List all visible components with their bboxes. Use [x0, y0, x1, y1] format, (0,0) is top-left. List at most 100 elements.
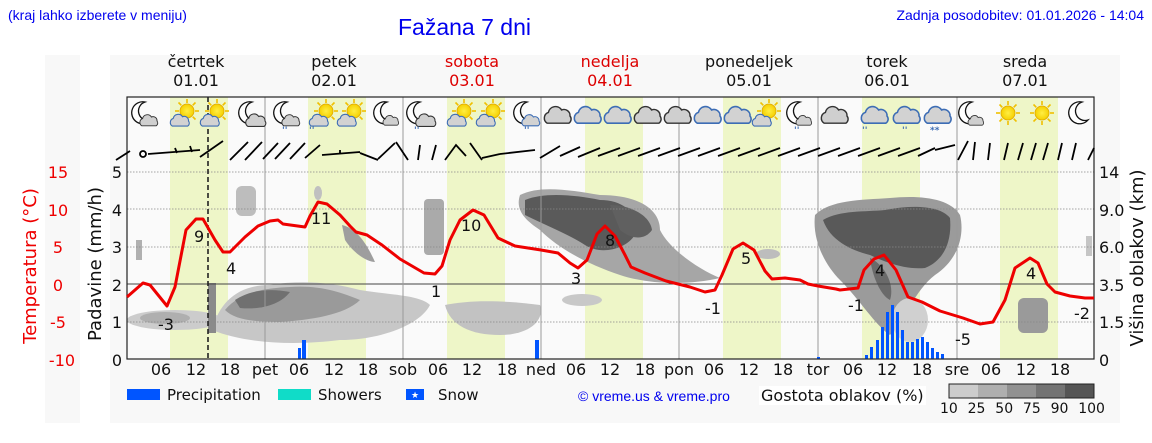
showers-swatch: [278, 389, 311, 400]
svg-text:3: 3: [571, 269, 581, 288]
svg-text:12: 12: [1016, 360, 1036, 379]
svg-text:3.5: 3.5: [1099, 276, 1124, 295]
svg-text:06: 06: [289, 360, 309, 379]
legend-showers: Showers: [318, 386, 382, 404]
precipitation-bars: [298, 305, 944, 359]
snow-swatch: [406, 389, 424, 400]
svg-text:11: 11: [311, 209, 331, 228]
svg-text:-5: -5: [955, 330, 971, 349]
temp-axis-panel: [45, 55, 80, 423]
day-header: četrtek 01.01: [167, 52, 225, 90]
svg-text:-10: -10: [49, 351, 75, 370]
svg-text:sob: sob: [389, 360, 417, 379]
svg-text:-1: -1: [705, 299, 721, 318]
svg-text:'': '': [309, 126, 315, 136]
cloud-density-labels: 10 25 50 75 90 100: [940, 401, 1105, 417]
svg-text:06: 06: [843, 360, 863, 379]
svg-text:12: 12: [186, 360, 206, 379]
svg-text:18: 18: [220, 360, 240, 379]
svg-text:18: 18: [635, 360, 655, 379]
precip-axis-title: Padavine (mm/h): [85, 187, 106, 341]
svg-text:6.0: 6.0: [1099, 238, 1124, 257]
svg-text:-2: -2: [1074, 304, 1090, 323]
svg-text:4: 4: [112, 201, 122, 220]
svg-text:12: 12: [739, 360, 759, 379]
cloud-density-title: Gostota oblakov (%): [759, 386, 926, 405]
svg-text:8: 8: [605, 231, 615, 250]
svg-text:12: 12: [462, 360, 482, 379]
precip-axis-ticks: 5 4 3 2 1 0: [112, 163, 122, 370]
precipitation-swatch: [127, 389, 160, 400]
svg-text:5: 5: [112, 163, 122, 182]
day-header: sobota 03.01: [444, 52, 500, 90]
svg-text:18: 18: [773, 360, 793, 379]
svg-text:06: 06: [428, 360, 448, 379]
day-header: nedelja 04.01: [580, 52, 640, 90]
svg-text:18: 18: [358, 360, 378, 379]
svg-text:pet: pet: [252, 360, 278, 379]
svg-text:'': '': [902, 126, 908, 136]
svg-text:-5: -5: [50, 313, 66, 332]
svg-text:-1: -1: [848, 296, 864, 315]
svg-text:'': '': [414, 126, 420, 136]
day-header: torek 06.01: [864, 52, 910, 90]
svg-text:1: 1: [112, 313, 122, 332]
rain-marks: '' '' '' '' '' '' '' **: [282, 126, 940, 136]
location-menu-hint[interactable]: (kraj lahko izberete v meniju): [8, 7, 187, 23]
day-header: petek 02.01: [311, 52, 357, 90]
svg-text:1: 1: [431, 282, 441, 301]
svg-text:4: 4: [1026, 264, 1036, 283]
day-headers: četrtek 01.01 petek 02.01 sobota 03.01 nede…: [0, 52, 1152, 94]
svg-text:4: 4: [226, 259, 236, 278]
day-header: sreda 07.01: [1002, 52, 1048, 90]
legend-snow: Snow: [438, 386, 479, 404]
cloud-height-ticks: 14 9.0 6.0 3.5 1.5 0: [1099, 163, 1124, 370]
cloud-height-axis-title: Višina oblakov (km): [1127, 169, 1148, 346]
last-updated: Zadnja posodobitev: 01.01.2026 - 14:04: [896, 7, 1144, 23]
svg-text:12: 12: [877, 360, 897, 379]
svg-text:5: 5: [741, 249, 751, 268]
temperature-line: [126, 200, 1094, 326]
svg-text:0: 0: [53, 276, 63, 295]
svg-text:10: 10: [48, 201, 68, 220]
svg-text:pon: pon: [664, 360, 694, 379]
day-header: ponedeljek 05.01: [705, 52, 793, 90]
page-title: Fažana 7 dni: [398, 14, 531, 40]
svg-text:5: 5: [53, 238, 63, 257]
svg-text:18: 18: [497, 360, 517, 379]
svg-text:10: 10: [461, 216, 481, 235]
svg-text:06: 06: [704, 360, 724, 379]
svg-text:9.0: 9.0: [1099, 201, 1124, 220]
svg-text:'': '': [862, 126, 868, 136]
svg-text:18: 18: [1050, 360, 1070, 379]
svg-text:-3: -3: [158, 315, 174, 334]
svg-text:15: 15: [48, 163, 68, 182]
svg-text:2: 2: [112, 276, 122, 295]
temp-axis-ticks: 15 10 5 0 -5 -10: [48, 163, 75, 370]
svg-text:**: **: [930, 126, 940, 136]
x-axis-labels: 06 12 18 pet 06 12 18 sob 06 12 18 ned 06 12 18 pon …: [151, 360, 1070, 379]
temperature-labels: -3 9 4 11 1 10 3 8 -1 5 -1 4 -5 4 -2: [158, 209, 1090, 349]
svg-text:0: 0: [1099, 351, 1109, 370]
svg-text:'': '': [282, 126, 288, 136]
svg-text:06: 06: [151, 360, 171, 379]
temp-axis-title: Temperatura (°C): [20, 188, 41, 345]
svg-text:tor: tor: [807, 360, 830, 379]
svg-text:sre: sre: [945, 360, 969, 379]
svg-text:4: 4: [875, 261, 885, 280]
copyright-link[interactable]: © vreme.us & vreme.pro: [578, 388, 730, 404]
svg-text:'': '': [794, 126, 800, 136]
svg-text:06: 06: [981, 360, 1001, 379]
svg-text:1.5: 1.5: [1099, 313, 1124, 332]
svg-text:ned: ned: [526, 360, 556, 379]
svg-text:9: 9: [194, 227, 204, 246]
svg-text:0: 0: [112, 351, 122, 370]
svg-text:12: 12: [324, 360, 344, 379]
wind-barbs: [115, 140, 1095, 161]
svg-text:★: ★: [411, 391, 419, 401]
grid-lines: [127, 171, 1094, 323]
cloud-density-scale: [948, 383, 1095, 399]
svg-text:18: 18: [912, 360, 932, 379]
svg-text:'': '': [524, 126, 530, 136]
